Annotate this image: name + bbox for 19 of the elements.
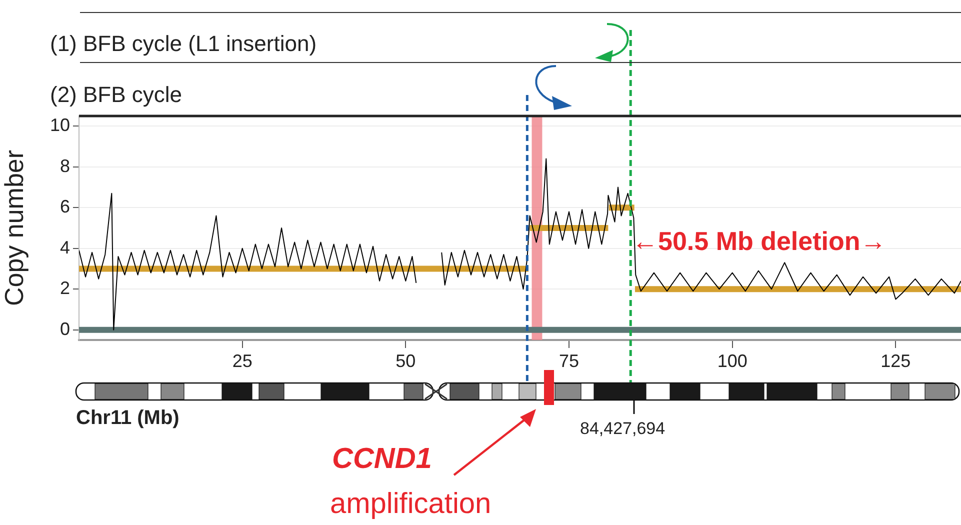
- x-tick-label: 50: [396, 350, 416, 371]
- text: 84,427,694: [580, 419, 666, 438]
- text: amplification: [330, 488, 492, 520]
- text: (1) BFB cycle (L1 insertion): [50, 31, 317, 56]
- x-tick-label: 100: [717, 350, 748, 371]
- y-tick-label: 2: [60, 278, 70, 298]
- x-tick-label: 125: [880, 350, 911, 371]
- y-tick-label: 8: [60, 156, 70, 176]
- text: (2) BFB cycle: [50, 82, 182, 107]
- y-tick-label: 10: [50, 115, 70, 136]
- y-tick-label: 0: [60, 318, 70, 339]
- x-axis-title: Chr11 (Mb): [76, 407, 180, 429]
- x-tick-label: 75: [558, 350, 580, 371]
- text: CCND1: [332, 443, 432, 475]
- y-tick-label: 6: [60, 196, 70, 217]
- y-tick-label: 4: [60, 237, 70, 258]
- y-axis-title: Copy number: [0, 150, 29, 306]
- annotation: ←50.5 Mb deletion→: [632, 226, 886, 256]
- x-tick-label: 25: [232, 350, 252, 371]
